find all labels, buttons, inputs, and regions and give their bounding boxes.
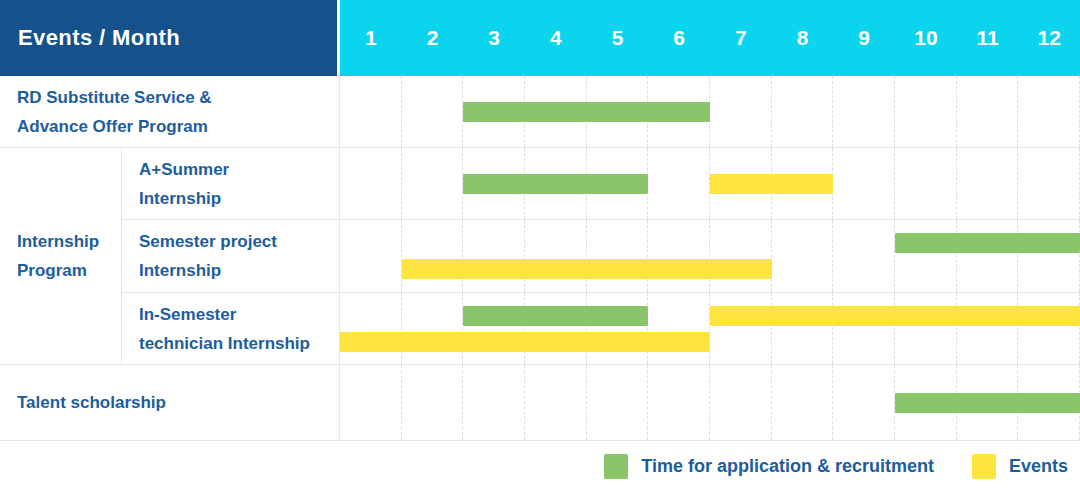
month-gridline-cell (463, 220, 525, 292)
month-header-cell: 6 (648, 0, 710, 76)
month-gridlines (340, 293, 1080, 364)
row-label-a-summer: A+Summer Internship (122, 148, 340, 220)
gantt-table: Events / Month 123456789101112 RD Substi… (0, 0, 1080, 492)
row-label-semester-project: Semester project Internship (122, 220, 340, 293)
month-header-cell: 3 (463, 0, 525, 76)
month-header-cell: 5 (587, 0, 649, 76)
month-gridline-cell (1018, 220, 1080, 292)
timeline-rd-substitute (340, 76, 1080, 148)
month-gridline-cell (772, 293, 834, 364)
month-gridline-cell (833, 220, 895, 292)
month-gridline-cell (710, 220, 772, 292)
group-label-internship-program: Internship Program (0, 148, 122, 365)
month-gridline-cell (895, 220, 957, 292)
gantt-bar-recruitment (895, 233, 1080, 253)
month-gridline-cell (648, 293, 710, 364)
timeline-lane (340, 233, 1080, 253)
timeline-lane (340, 174, 1080, 194)
timeline-semester-project (340, 220, 1080, 293)
month-header-cell: 1 (340, 0, 402, 76)
month-header: 123456789101112 (340, 0, 1080, 76)
gantt-body: RD Substitute Service & Advance Offer Pr… (0, 76, 1080, 441)
month-gridline-cell (525, 220, 587, 292)
month-header-cell: 12 (1018, 0, 1080, 76)
month-gridline-cell (340, 293, 402, 364)
month-gridline-cell (340, 220, 402, 292)
month-gridline-cell (587, 220, 649, 292)
row-label-in-semester: In-Semester technician Internship (122, 293, 340, 365)
month-gridline-cell (710, 293, 772, 364)
gantt-bar-recruitment (463, 306, 648, 326)
gantt-bar-recruitment (463, 174, 648, 194)
month-gridline-cell (957, 293, 1019, 364)
timeline-lane (340, 332, 1080, 352)
month-header-cell: 9 (833, 0, 895, 76)
gantt-bar-recruitment (463, 102, 710, 122)
row-label-talent-scholarship: Talent scholarship (0, 365, 340, 441)
month-header-cell: 10 (895, 0, 957, 76)
timeline-a-summer (340, 148, 1080, 220)
month-gridline-cell (895, 293, 957, 364)
timeline-lane (340, 306, 1080, 326)
timeline-lane (340, 259, 1080, 279)
gantt-bar-event (402, 259, 772, 279)
legend-label-recruitment: Time for application & recruitment (641, 456, 934, 477)
legend-item-events: Events (972, 454, 1068, 479)
gantt-bar-recruitment (895, 393, 1080, 413)
gantt-bar-event (710, 306, 1080, 326)
legend: Time for application & recruitment Event… (0, 441, 1080, 492)
month-gridline-cell (1018, 293, 1080, 364)
month-gridlines (340, 220, 1080, 292)
timeline-lane (340, 393, 1080, 413)
month-gridline-cell (525, 293, 587, 364)
row-label-rd-substitute: RD Substitute Service & Advance Offer Pr… (0, 76, 340, 148)
legend-label-events: Events (1009, 456, 1068, 477)
month-header-cell: 8 (772, 0, 834, 76)
timeline-talent-scholarship (340, 365, 1080, 441)
month-gridline-cell (587, 293, 649, 364)
legend-item-recruitment: Time for application & recruitment (604, 454, 934, 479)
month-header-cell: 11 (957, 0, 1019, 76)
month-header-cell: 7 (710, 0, 772, 76)
recruitment-swatch-icon (604, 454, 628, 479)
month-gridline-cell (402, 220, 464, 292)
month-gridline-cell (463, 293, 525, 364)
month-gridline-cell (833, 293, 895, 364)
month-gridline-cell (772, 220, 834, 292)
gantt-bar-event (340, 332, 710, 352)
month-gridline-cell (402, 293, 464, 364)
header-row: Events / Month 123456789101112 (0, 0, 1080, 76)
month-gridline-cell (648, 220, 710, 292)
month-header-cell: 2 (402, 0, 464, 76)
timeline-lane (340, 102, 1080, 122)
month-header-cell: 4 (525, 0, 587, 76)
month-gridline-cell (957, 220, 1019, 292)
timeline-in-semester (340, 293, 1080, 365)
event-swatch-icon (972, 454, 996, 479)
header-title: Events / Month (0, 0, 340, 76)
gantt-bar-event (710, 174, 833, 194)
